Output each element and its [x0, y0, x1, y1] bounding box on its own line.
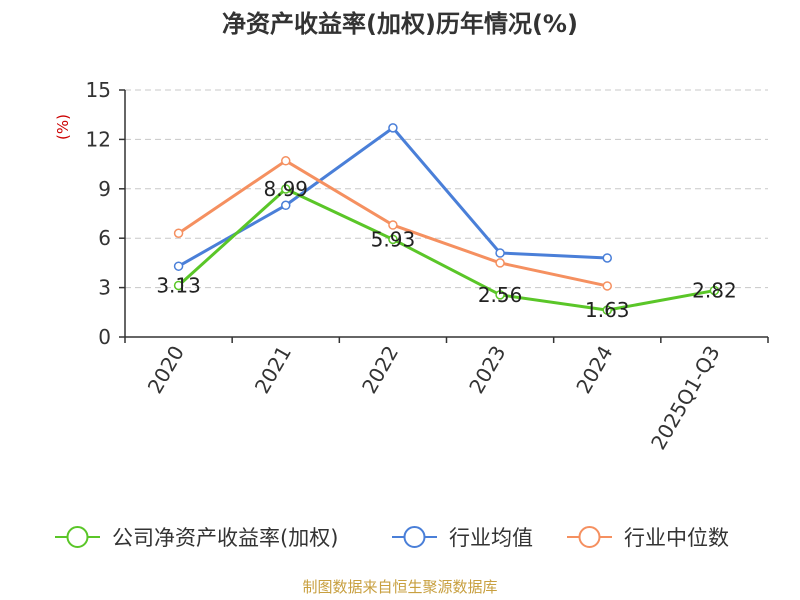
y-axis-label: (%): [54, 114, 72, 140]
chart-title: 净资产收益率(加权)历年情况(%): [222, 10, 578, 38]
data-point: [173, 280, 184, 291]
x-tick-label: 2023: [464, 342, 510, 398]
data-label: 3.13: [156, 273, 201, 297]
legend-marker: [403, 526, 426, 548]
data-label: 1.63: [585, 298, 630, 322]
x-tick-label: 2020: [143, 342, 189, 398]
data-point: [602, 281, 612, 291]
data-point: [495, 248, 505, 258]
data-label: 2.56: [478, 283, 523, 307]
legend-label: 行业均值: [449, 526, 533, 550]
axes: 0 3 6 9 12 15 2020 2021 2022 2023 2024 2025Q1-Q3: [86, 78, 769, 454]
data-point: [388, 220, 398, 230]
legend-marker: [66, 526, 89, 548]
x-tick-label: 2024: [571, 342, 617, 398]
y-tick-label: 3: [98, 276, 111, 300]
series-lines: [173, 123, 720, 315]
legend-marker: [578, 526, 601, 548]
y-tick-label: 15: [86, 78, 111, 102]
series-line: [177, 187, 715, 312]
data-point: [173, 261, 184, 271]
data-point: [495, 290, 505, 300]
x-tick-label: 2025Q1-Q3: [646, 342, 725, 454]
data-point: [281, 200, 291, 211]
data-labels: 3.13 8.99 5.93 2.56 1.63 2.82: [156, 177, 736, 322]
y-tick-label: 6: [98, 226, 111, 250]
data-point: [173, 228, 184, 239]
data-point: [281, 184, 291, 194]
source-note: 制图数据来自恒生聚源数据库: [302, 578, 497, 596]
data-point: [388, 234, 398, 245]
data-point: [602, 253, 612, 263]
data-point: [709, 285, 720, 296]
data-label: 5.93: [371, 227, 416, 251]
legend-label: 行业中位数: [624, 526, 729, 550]
data-point: [281, 156, 291, 166]
data-label: 2.82: [692, 279, 737, 303]
data-point: [495, 258, 505, 268]
y-tick-label: 9: [98, 177, 111, 201]
y-tick-label: 0: [98, 325, 111, 349]
data-point: [602, 305, 612, 315]
data-point: [388, 123, 398, 133]
y-tick-label: 12: [86, 127, 111, 151]
data-label: 8.99: [263, 177, 308, 201]
legend-label: 公司净资产收益率(加权): [112, 526, 338, 550]
x-tick-label: 2021: [250, 342, 296, 398]
legend: 公司净资产收益率(加权) 行业均值 行业中位数: [55, 526, 729, 550]
x-tick-label: 2022: [357, 342, 403, 398]
